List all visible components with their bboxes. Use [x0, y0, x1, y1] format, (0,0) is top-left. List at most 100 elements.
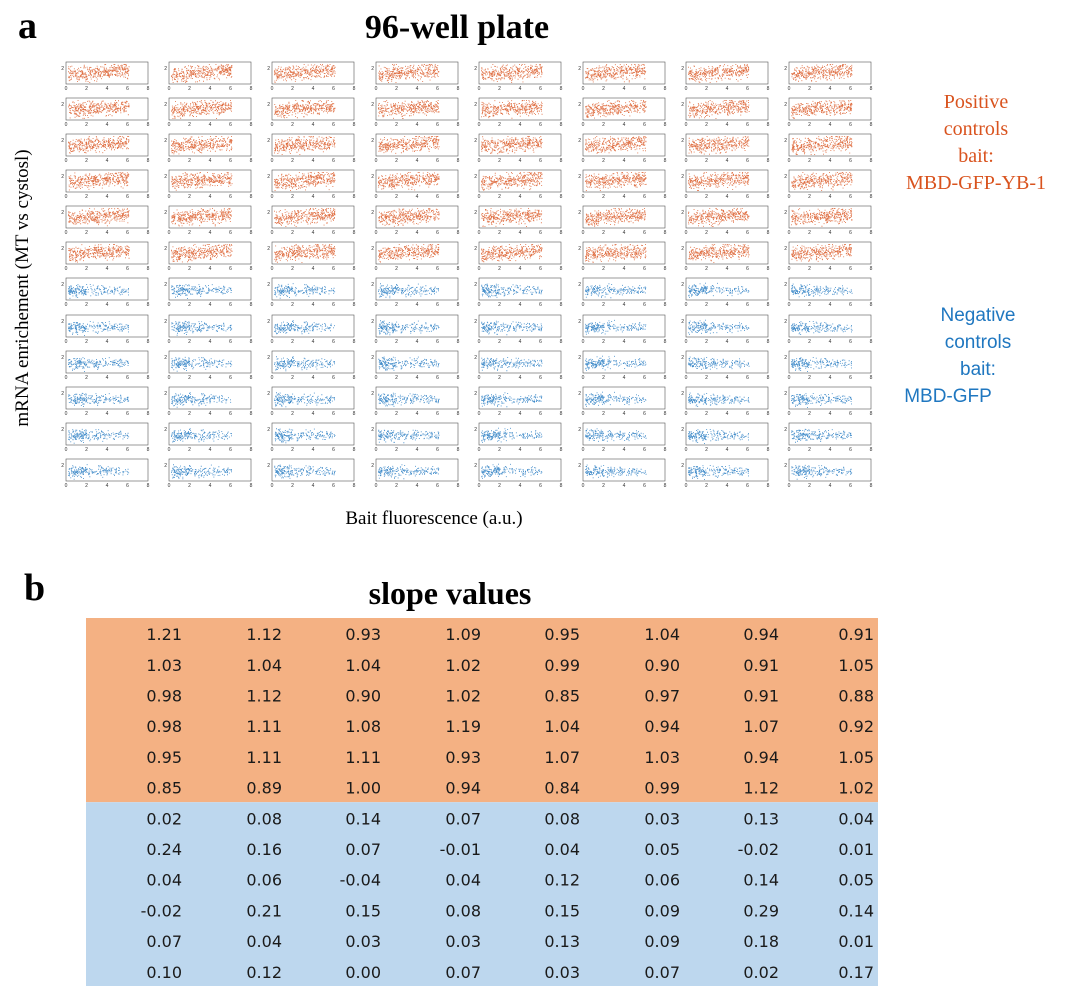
scatter-points: [688, 356, 750, 370]
slope-cell: 0.15: [345, 901, 381, 920]
x-tick-label: 8: [353, 339, 356, 345]
x-tick-label: 0: [788, 375, 791, 381]
well-plot: 2 0 2 4 6 8: [784, 97, 873, 128]
x-tick-label: 2: [498, 158, 501, 164]
well-plot: 2 0 2 4 6 8: [371, 61, 460, 92]
x-tick-label: 6: [126, 122, 129, 128]
y-tick-label: 2: [578, 246, 581, 252]
x-tick-label: 6: [746, 230, 749, 236]
y-tick-label: 2: [61, 391, 64, 397]
x-tick-label: 0: [788, 483, 791, 489]
x-tick-label: 0: [582, 411, 585, 417]
scatter-points: [274, 464, 336, 479]
slope-cell: 0.08: [445, 901, 481, 920]
x-tick-label: 8: [664, 447, 667, 453]
slope-cell: 0.98: [146, 687, 182, 706]
x-tick-label: 2: [498, 266, 501, 272]
x-tick-label: 6: [332, 447, 335, 453]
y-tick-label: 2: [578, 174, 581, 180]
x-tick-label: 2: [188, 86, 191, 92]
x-tick-label: 8: [250, 447, 253, 453]
x-tick-label: 0: [65, 86, 68, 92]
x-tick-label: 2: [705, 447, 708, 453]
plot-frame: [271, 205, 355, 229]
x-tick-label: 0: [478, 86, 481, 92]
scatter-points: [585, 244, 647, 263]
well-plot: 2 0 2 4 6 8: [371, 350, 460, 381]
plot-frame: [788, 205, 872, 229]
scatter-points: [68, 136, 130, 154]
x-tick-label: 6: [849, 483, 852, 489]
x-tick-label: 8: [147, 375, 150, 381]
x-tick-label: 4: [209, 230, 212, 236]
x-tick-label: 0: [582, 158, 585, 164]
x-tick-label: 0: [685, 447, 688, 453]
x-tick-label: 4: [209, 339, 212, 345]
scatter-points: [791, 393, 852, 408]
x-tick-label: 4: [106, 339, 109, 345]
slope-cell: 0.93: [345, 625, 381, 644]
slope-cell: 0.14: [743, 871, 779, 890]
y-tick-label: 2: [474, 282, 477, 288]
x-tick-label: 8: [457, 447, 460, 453]
plot-frame: [271, 350, 355, 374]
well-plot: 2 0 2 4 6 8: [164, 241, 253, 272]
x-tick-label: 2: [498, 375, 501, 381]
scatter-points: [274, 356, 335, 372]
x-tick-label: 0: [65, 122, 68, 128]
x-tick-label: 2: [602, 483, 605, 489]
x-tick-label: 2: [188, 339, 191, 345]
x-tick-label: 4: [726, 483, 729, 489]
x-tick-label: 4: [726, 302, 729, 308]
plot-frame: [478, 241, 562, 265]
plot-frame: [271, 133, 355, 157]
slope-cell: 0.07: [146, 932, 182, 951]
x-tick-label: 4: [623, 411, 626, 417]
x-tick-label: 4: [106, 302, 109, 308]
plot-frame: [65, 205, 149, 229]
x-tick-label: 4: [416, 158, 419, 164]
slope-cell: 1.12: [246, 625, 282, 644]
slope-cell: 0.88: [838, 687, 874, 706]
x-tick-label: 6: [126, 483, 129, 489]
x-tick-label: 4: [106, 375, 109, 381]
positive-block: [86, 618, 878, 803]
x-tick-label: 6: [539, 302, 542, 308]
plot-frame: [271, 314, 355, 338]
x-tick-label: 2: [395, 122, 398, 128]
x-tick-label: 8: [560, 483, 563, 489]
scatter-points: [791, 357, 852, 372]
x-tick-label: 2: [498, 483, 501, 489]
positive-label-line-3: bait:: [958, 145, 994, 167]
scatter-points: [378, 429, 440, 444]
plot-frame: [788, 61, 872, 85]
slope-cell: 0.91: [838, 625, 874, 644]
plot-frame: [478, 97, 562, 121]
x-tick-label: 2: [498, 339, 501, 345]
y-tick-label: 2: [784, 174, 787, 180]
plot-frame: [582, 169, 666, 193]
slope-cell: 1.07: [743, 717, 779, 736]
x-tick-label: 2: [808, 411, 811, 417]
x-tick-label: 4: [519, 266, 522, 272]
x-tick-label: 6: [746, 411, 749, 417]
x-tick-label: 6: [539, 86, 542, 92]
x-tick-label: 8: [560, 158, 563, 164]
y-tick-label: 2: [474, 427, 477, 433]
well-plot: 2 0 2 4 6 8: [61, 422, 150, 453]
well-plot: 2 0 2 4 6 8: [474, 205, 563, 236]
x-tick-label: 4: [312, 86, 315, 92]
plot-frame: [168, 169, 252, 193]
y-tick-label: 2: [61, 66, 64, 72]
y-tick-label: 2: [474, 319, 477, 325]
plot-frame: [375, 97, 459, 121]
x-tick-label: 0: [375, 86, 378, 92]
x-tick-label: 6: [229, 339, 232, 345]
x-tick-label: 8: [457, 302, 460, 308]
plot-frame: [65, 169, 149, 193]
slope-cell: 0.17: [838, 963, 874, 982]
x-tick-label: 0: [375, 266, 378, 272]
x-tick-label: 0: [685, 86, 688, 92]
scatter-points: [68, 428, 130, 444]
positive-label-line-2: controls: [944, 118, 1009, 140]
